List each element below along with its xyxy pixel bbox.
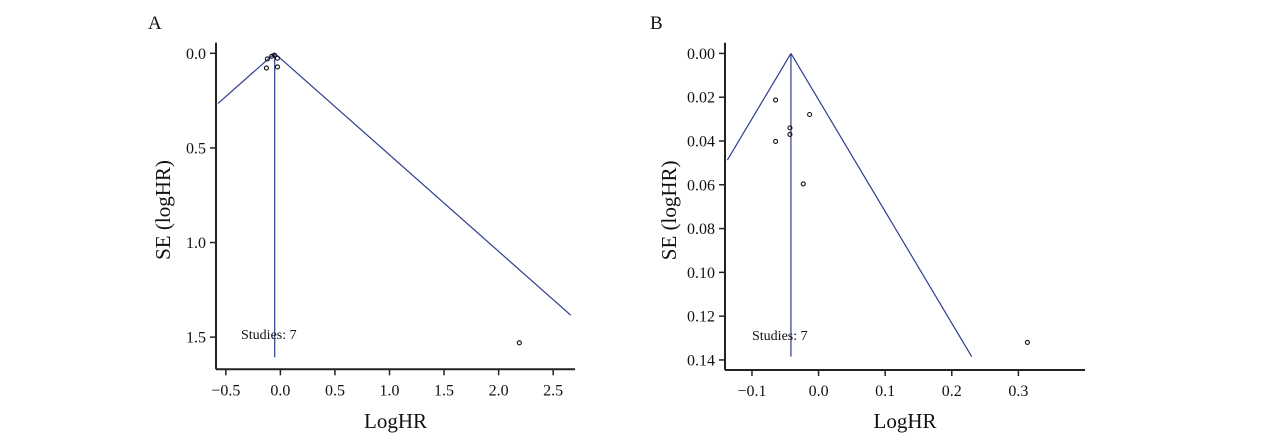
y-tick-label: 0.12 [687, 309, 715, 326]
study-point [807, 111, 813, 118]
study-point [264, 56, 270, 62]
study-point [516, 340, 522, 346]
study-point [269, 53, 275, 59]
y-axis-label: SE (logHR) [657, 160, 681, 260]
funnel-plot-a: A 0.0 0.5 1.0 1.5 −0.5 0.0 0.5 1.0 1.5 2.0 2.5 SE (l… [148, 13, 575, 433]
y-tick-label: 1.0 [186, 235, 206, 252]
studies-count: Studies: 7 [752, 329, 808, 344]
panel-label: B [650, 13, 663, 34]
y-tick-label: 0.10 [687, 265, 715, 282]
x-tick-label: 0.1 [875, 383, 895, 400]
y-tick-label: 0.14 [687, 352, 715, 369]
y-tick-label: 0.04 [687, 133, 715, 150]
study-point [773, 138, 779, 144]
study-point [271, 52, 277, 58]
study-point [263, 65, 269, 71]
x-axis-label: LogHR [874, 409, 937, 433]
x-tick-label: 2.0 [489, 382, 509, 399]
y-tick-label: 0.00 [687, 46, 715, 63]
x-tick-label: 0.5 [325, 382, 345, 399]
funnel-right-limit [790, 53, 973, 357]
y-tick-label: 0.0 [186, 46, 206, 63]
studies-count: Studies: 7 [241, 328, 297, 343]
study-point [787, 131, 793, 137]
x-tick-label: 0.0 [270, 382, 290, 399]
x-tick-label: 0.3 [1008, 383, 1028, 400]
panel-label: A [148, 13, 162, 34]
x-tick-label: 1.0 [379, 382, 399, 399]
x-tick-label: 1.5 [434, 382, 454, 399]
y-tick-label: 1.5 [186, 330, 206, 347]
study-point [800, 181, 806, 187]
study-point [274, 55, 280, 61]
y-tick-label: 0.02 [687, 90, 715, 107]
funnel-left-limit [726, 53, 792, 161]
study-point [274, 64, 280, 70]
study-point [787, 125, 793, 131]
funnel-right-limit [274, 52, 572, 316]
funnel-left-limit [217, 52, 276, 104]
x-axis-label: LogHR [364, 409, 427, 433]
x-tick-label: 0.0 [809, 383, 829, 400]
study-point [1024, 339, 1030, 345]
y-tick-label: 0.08 [687, 221, 715, 238]
x-tick-label: −0.1 [737, 383, 766, 400]
x-tick-label: −0.5 [211, 382, 240, 399]
study-point [773, 97, 779, 103]
y-axis-label: SE (logHR) [151, 160, 175, 260]
x-tick-label: 2.5 [543, 382, 563, 399]
x-tick-label: 0.2 [942, 383, 962, 400]
funnel-plot-b: B 0.00 0.02 0.04 0.06 0.08 0.10 0.12 0.14 −0.1 0.0… [650, 13, 1085, 433]
y-tick-label: 0.5 [186, 140, 206, 157]
y-tick-label: 0.06 [687, 177, 715, 194]
